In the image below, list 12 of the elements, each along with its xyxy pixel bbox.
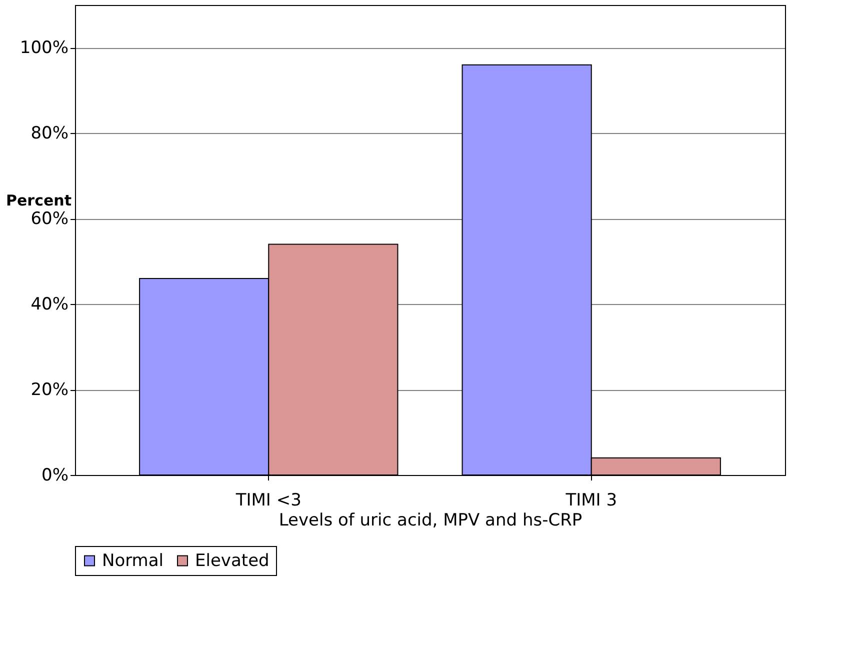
y-tick-label: 20% [30, 380, 68, 400]
x-axis-title: Levels of uric acid, MPV and hs-CRP [278, 510, 582, 530]
x-tick-label: TIMI 3 [564, 490, 618, 510]
legend-label: Elevated [195, 550, 270, 571]
legend-label: Normal [102, 550, 164, 571]
y-tick-label: 60% [30, 209, 68, 230]
y-tick-label: 100% [20, 38, 68, 58]
y-tick-label: 40% [30, 294, 68, 315]
y-tick-label: 80% [30, 124, 68, 144]
y-axis-title: Percent [6, 192, 72, 210]
x-tick-label: TIMI <3 [234, 490, 302, 510]
y-tick-label: 0% [42, 466, 68, 486]
